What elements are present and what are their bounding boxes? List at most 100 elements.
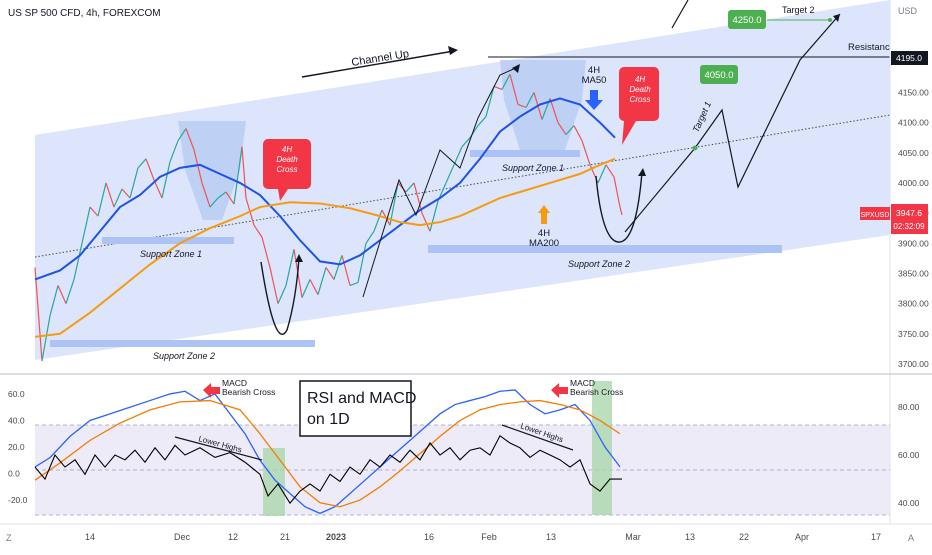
macd-axis-ticks: 60.0 40.0 20.0 0.0 -20.0 [8,389,28,505]
price-segment [373,209,383,232]
price-segment [269,267,279,304]
impulse-swing-arrowhead [512,64,520,73]
svg-text:SPXUSD: SPXUSD [861,212,890,219]
time-tick-label: Apr [795,532,809,542]
price-segment [325,267,335,280]
price-segment [397,182,407,193]
price-tick-label: 3750.00 [898,329,929,339]
macd-line [34,389,621,515]
price-segment [193,149,203,184]
price-segment [357,243,367,283]
top-pattern-right [500,60,586,150]
time-tick-label: Dec [174,532,191,542]
time-tick-label: Feb [481,532,497,542]
price-segment [169,140,179,163]
price-segment [97,182,107,217]
price-tick-label: 3900.00 [898,238,929,248]
svg-text:4250.0: 4250.0 [732,15,761,26]
price-segment [113,188,123,208]
price-segment [389,182,399,226]
price-segment [509,74,519,105]
price-segment [49,285,59,316]
price-segment [421,212,431,232]
support-zone-1-left-band [102,237,234,244]
4h-ma200-line [34,157,616,338]
price-segment [201,182,211,208]
resistance-label: Resistance [848,42,895,53]
rsi-tick-label: 40.00 [898,498,920,508]
support-zone-2-right-label: Support Zone 2 [568,259,630,269]
4h-ma50-line [34,97,616,281]
price-segment [429,200,439,232]
price-tick-label: 4000.00 [898,178,929,188]
macd-tick-label: -20.0 [8,495,28,505]
price-segment [413,182,423,214]
price-segment [517,103,527,109]
price-segment [573,125,583,141]
price-segment [277,285,287,304]
price-segment [153,179,163,199]
price-segment [89,206,99,217]
svg-text:4195.0: 4195.0 [896,53,922,63]
ma50-label: 4H MA50 [582,65,607,86]
price-segment [209,197,219,208]
price-segment [445,164,455,184]
price-segment [613,176,621,208]
time-tick-label: 2023 [326,532,346,542]
price-tick-label: 3800.00 [898,299,929,309]
time-tick-label: 14 [85,532,95,542]
price-segment [285,249,295,286]
bounce-arrowhead-right [638,168,646,176]
price-segment [453,146,463,166]
rsi-line [34,434,622,505]
price-tick-label: 4050.00 [898,148,929,158]
target-1-badge: 4050.0 [700,65,738,84]
price-segment [341,255,351,286]
price-segment [565,125,575,136]
death-cross-callout-left: 4H Death Cross [263,139,311,201]
channel-up-arrow [301,50,455,78]
support-zone-1-right-band [470,150,580,157]
death-cross-callout-right: 4H Death Cross [619,67,659,145]
bounce-curve-right [595,171,643,243]
price-segment [145,158,155,181]
ma200-arrow [538,205,550,224]
price-layer [34,74,623,362]
target-2-label: Target 2 [782,5,815,15]
resistance-axis-tag: 4195.0 [891,51,928,65]
macd-tick-label: 0.0 [8,469,20,479]
auto-scale-icon[interactable]: A [908,533,914,543]
price-tick-label: 3700.00 [898,359,929,369]
svg-text:02:32:09: 02:32:09 [893,222,925,231]
price-segment [185,128,195,150]
price-segment [301,279,311,298]
price-segment [129,167,139,199]
bearish-cross-label-right: MACD Bearish Cross [570,378,623,397]
price-segment [581,140,591,166]
time-tick-label: 13 [546,532,556,542]
price-axis [890,0,932,550]
price-tick-label: 4150.00 [898,87,929,97]
timezone-icon[interactable]: Z [6,533,12,543]
rsi-tick-label: 80.00 [898,402,920,412]
projection-upper-stroke [671,0,689,29]
bearish-cross-arrow-right [551,383,568,398]
price-segment [161,161,171,199]
price-segment [73,243,83,280]
price-segment [557,122,567,135]
price-segment [233,146,243,205]
svg-text:4050.0: 4050.0 [704,70,733,81]
price-segment [105,182,115,208]
price-segment [34,267,43,361]
price-segment [57,285,67,304]
time-tick-label: 21 [280,532,290,542]
rsi-axis-ticks: 80.00 60.00 40.00 [898,402,920,508]
price-segment [225,191,235,205]
price-tick-label: 4100.00 [898,118,929,128]
time-tick-label: 17 [871,532,881,542]
bearish-cross-highlight-left [263,448,285,516]
price-segment [461,137,471,148]
price-tick-label: 3850.00 [898,268,929,278]
